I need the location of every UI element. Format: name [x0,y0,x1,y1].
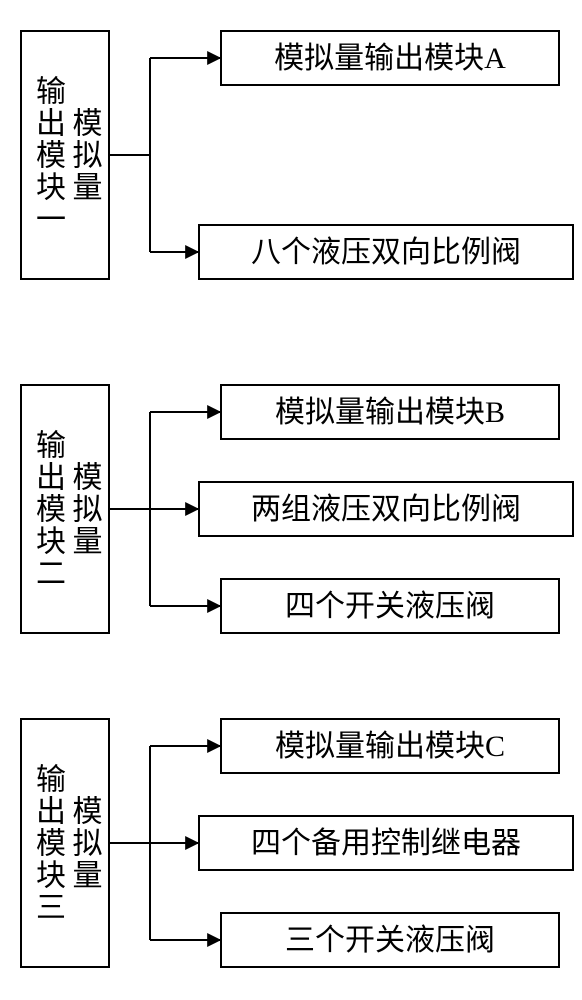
target-box-2-2: 两组液压双向比例阀 [198,481,574,537]
target-label: 三个开关液压阀 [285,924,495,957]
source-module-2: 输出模块二模拟量 [20,384,110,634]
target-label: 八个液压双向比例阀 [251,236,521,269]
source-line1: 模拟量 [66,461,101,557]
target-box-2-3: 四个开关液压阀 [220,578,560,634]
target-label: 四个备用控制继电器 [251,827,521,860]
target-box-1-2: 八个液压双向比例阀 [198,224,574,280]
target-label: 四个开关液压阀 [285,590,495,623]
source-line2: 输出模块二 [30,429,65,589]
target-label: 模拟量输出模块A [274,42,506,75]
target-box-3-1: 模拟量输出模块C [220,718,560,774]
source-line2: 输出模块三 [30,763,65,923]
target-box-1-1: 模拟量输出模块A [220,30,560,86]
target-label: 模拟量输出模块C [275,730,505,763]
source-module-1: 输出模块一模拟量 [20,30,110,280]
source-line1: 模拟量 [66,107,101,203]
source-module-3: 输出模块三模拟量 [20,718,110,968]
diagram-canvas: 输出模块一模拟量模拟量输出模块A八个液压双向比例阀输出模块二模拟量模拟量输出模块… [0,0,582,1000]
source-line1: 模拟量 [66,795,101,891]
target-label: 两组液压双向比例阀 [251,493,521,526]
target-box-2-1: 模拟量输出模块B [220,384,560,440]
target-box-3-2: 四个备用控制继电器 [198,815,574,871]
target-label: 模拟量输出模块B [275,396,505,429]
target-box-3-3: 三个开关液压阀 [220,912,560,968]
source-line2: 输出模块一 [30,75,65,235]
